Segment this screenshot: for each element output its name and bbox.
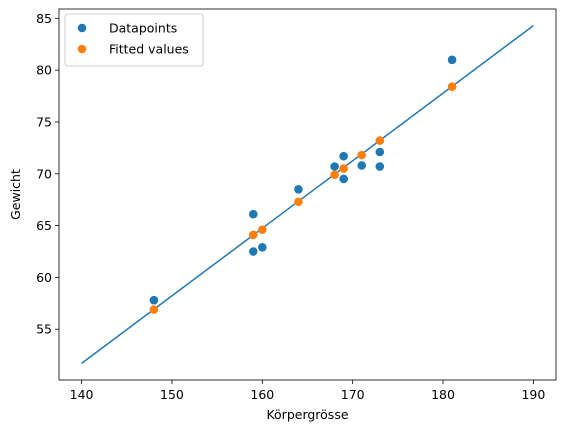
y-tick-label: 85	[36, 11, 52, 26]
datapoints-point	[375, 162, 385, 171]
fitted-values-point	[248, 230, 258, 240]
axes-layer: 140 150 160 170 180 190 55 60 65 70 75 80 85	[36, 8, 557, 402]
y-tick-label: 80	[36, 63, 52, 78]
datapoints-point	[248, 209, 258, 219]
legend-box	[64, 13, 204, 67]
legend-label: Fitted values	[109, 42, 189, 57]
fitted-values-point	[258, 225, 267, 235]
datapoints-point	[248, 247, 258, 256]
fitted-values-point	[330, 170, 339, 180]
x-tick-label: 190	[521, 387, 545, 402]
datapoints-point	[330, 162, 339, 171]
fitted-values-point	[339, 164, 348, 173]
y-tick-label: 55	[36, 322, 52, 337]
y-axis-label: Gewicht	[8, 169, 23, 220]
legend-label: Datapoints	[109, 21, 177, 36]
legend-marker	[77, 23, 87, 33]
datapoints-point	[339, 151, 348, 161]
legend-marker	[77, 44, 87, 54]
fitted-values-point	[149, 305, 159, 314]
y-tick-label: 60	[36, 270, 52, 285]
x-tick-label: 180	[431, 387, 455, 402]
y-tick-label: 65	[36, 218, 52, 233]
marks-layer	[81, 24, 534, 365]
fitted-values-point	[375, 136, 385, 145]
datapoints-point	[294, 185, 303, 194]
fitted-values-point	[294, 197, 303, 207]
datapoints-point	[339, 174, 348, 184]
axes-frame	[58, 8, 557, 381]
x-tick-label: 160	[250, 387, 274, 402]
datapoints-point	[258, 243, 267, 252]
x-axis-label: Körpergrösse	[266, 407, 348, 422]
datapoints-point	[357, 161, 367, 170]
datapoints-point	[149, 295, 159, 305]
y-tick-label: 75	[36, 114, 52, 129]
datapoints-point	[447, 55, 457, 65]
x-tick-label: 140	[70, 387, 94, 402]
fitted-values-point	[447, 82, 457, 92]
y-tick-label: 70	[36, 166, 52, 181]
fitted-values-point	[357, 150, 367, 160]
legend: Datapoints Fitted values	[64, 13, 204, 67]
x-tick-label: 170	[341, 387, 365, 402]
x-tick-label: 150	[160, 387, 184, 402]
datapoints-point	[375, 147, 385, 157]
